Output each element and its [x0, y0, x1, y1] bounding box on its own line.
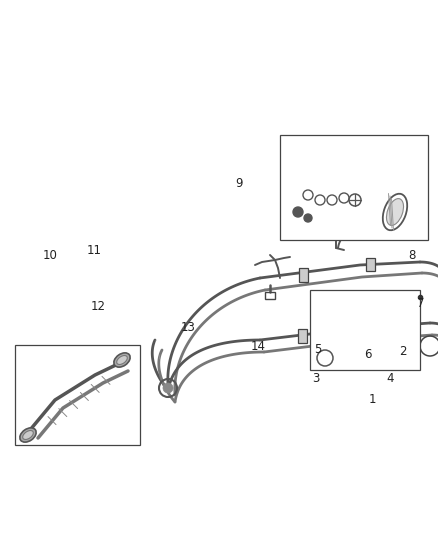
Text: 1: 1 [368, 393, 376, 406]
Text: 8: 8 [408, 249, 415, 262]
Bar [310, 290, 420, 370]
Bar [265, 292, 275, 299]
Ellipse shape [114, 353, 130, 367]
Circle shape [293, 207, 303, 217]
Circle shape [304, 214, 312, 222]
Text: 7: 7 [417, 297, 424, 310]
Bar [299, 268, 308, 282]
Bar [366, 321, 375, 335]
Text: 4: 4 [386, 372, 394, 385]
Bar [366, 258, 375, 271]
Text: 10: 10 [43, 249, 58, 262]
Text: 13: 13 [181, 321, 196, 334]
Circle shape [163, 383, 173, 393]
Ellipse shape [117, 356, 127, 365]
Text: 5: 5 [314, 343, 321, 356]
Text: 11: 11 [87, 244, 102, 257]
Bar [15, 345, 140, 445]
Ellipse shape [386, 199, 403, 225]
Text: 14: 14 [251, 340, 266, 353]
Text: 9: 9 [235, 177, 243, 190]
Text: 2: 2 [399, 345, 407, 358]
Ellipse shape [23, 431, 33, 440]
Text: 3: 3 [312, 372, 319, 385]
Ellipse shape [20, 428, 36, 442]
Text: 6: 6 [364, 348, 372, 361]
Bar [280, 135, 428, 240]
Bar [298, 329, 307, 343]
Text: 12: 12 [91, 300, 106, 313]
